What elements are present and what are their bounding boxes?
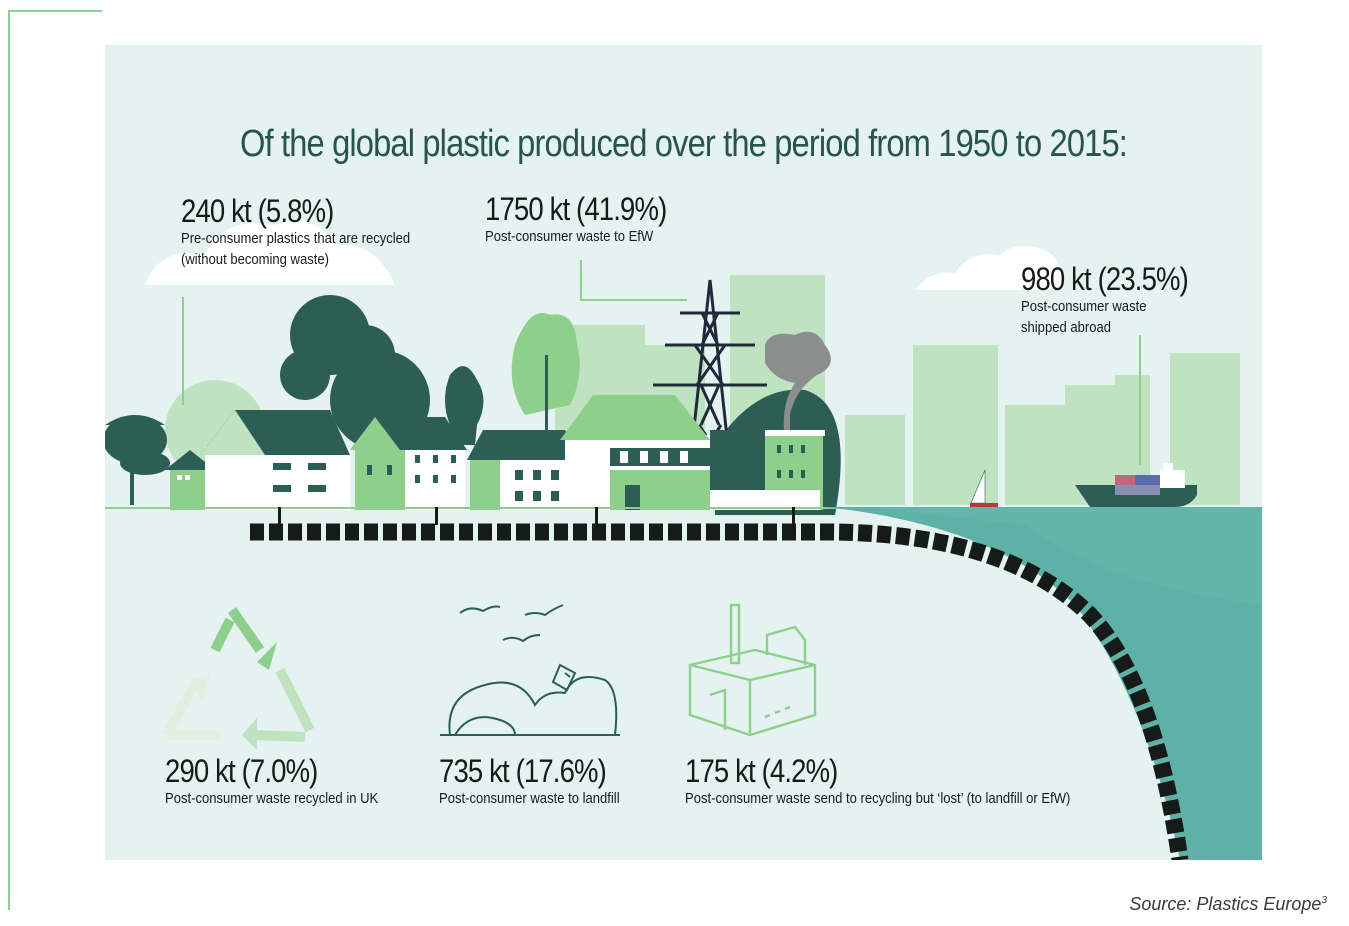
- pylon-icon: [653, 279, 767, 466]
- stat-description: Post-consumer waste send to recycling bu…: [685, 791, 1071, 807]
- stat-shipped-abroad: 980 kt (23.5%) Post-consumer waste shipp…: [1021, 261, 1215, 339]
- ship-icon: [1075, 463, 1197, 507]
- houses: [165, 395, 825, 510]
- stat-recycled-uk: 290 kt (7.0%) Post-consumer waste recycl…: [165, 753, 402, 810]
- cloud-shape: [915, 246, 1061, 290]
- stat-description: shipped abroad: [1021, 320, 1111, 336]
- stat-description: Pre-consumer plastics that are recycled: [181, 231, 411, 247]
- stat-description: Post-consumer waste to landfill: [439, 791, 620, 807]
- landfill-icon: [440, 663, 620, 736]
- stat-value: 1750 kt (41.9%): [485, 191, 667, 227]
- birds-icon: [459, 604, 564, 643]
- page-title: Of the global plastic produced over the …: [240, 123, 1128, 165]
- stat-description: Post-consumer waste recycled in UK: [165, 791, 379, 807]
- stat-landfill: 735 kt (17.6%) Post-consumer waste to la…: [439, 753, 640, 810]
- recycle-icon: [162, 607, 315, 750]
- factory-icon: [688, 603, 817, 737]
- stat-value: 290 kt (7.0%): [165, 753, 318, 789]
- sea: [825, 507, 1262, 860]
- smoke-cloud: [765, 331, 831, 440]
- stat-lost: 175 kt (4.2%) Post-consumer waste send t…: [685, 753, 1113, 810]
- frame-line-vertical: [8, 10, 10, 910]
- cloud-shape: [145, 220, 395, 285]
- stat-description: Post-consumer waste to EfW: [485, 229, 654, 245]
- stat-description: (without becoming waste): [181, 252, 329, 268]
- stat-value: 980 kt (23.5%): [1021, 261, 1189, 297]
- stat-value: 175 kt (4.2%): [685, 753, 838, 789]
- sailboat-icon: [970, 469, 998, 507]
- stat-description: Post-consumer waste: [1021, 299, 1147, 315]
- source-footnote-marker: 3: [1321, 895, 1327, 906]
- landscape-illustration: [105, 220, 1262, 860]
- rail-posts: [278, 507, 795, 525]
- source-text: Source: Plastics Europe: [1129, 894, 1322, 914]
- stat-pre-consumer: 240 kt (5.8%) Pre-consumer plastics that…: [181, 193, 436, 271]
- source-caption: Source: Plastics Europe3: [1129, 894, 1327, 915]
- stat-value: 240 kt (5.8%): [181, 193, 334, 229]
- infographic-panel: Of the global plastic produced over the …: [105, 45, 1262, 860]
- frame-line-horizontal: [8, 10, 102, 12]
- stat-value: 735 kt (17.6%): [439, 753, 607, 789]
- leader-lines: [182, 260, 1141, 465]
- sea-highlight: [865, 507, 1262, 605]
- rail-track: [250, 523, 1189, 860]
- stat-efw: 1750 kt (41.9%) Post-consumer waste to E…: [485, 191, 696, 248]
